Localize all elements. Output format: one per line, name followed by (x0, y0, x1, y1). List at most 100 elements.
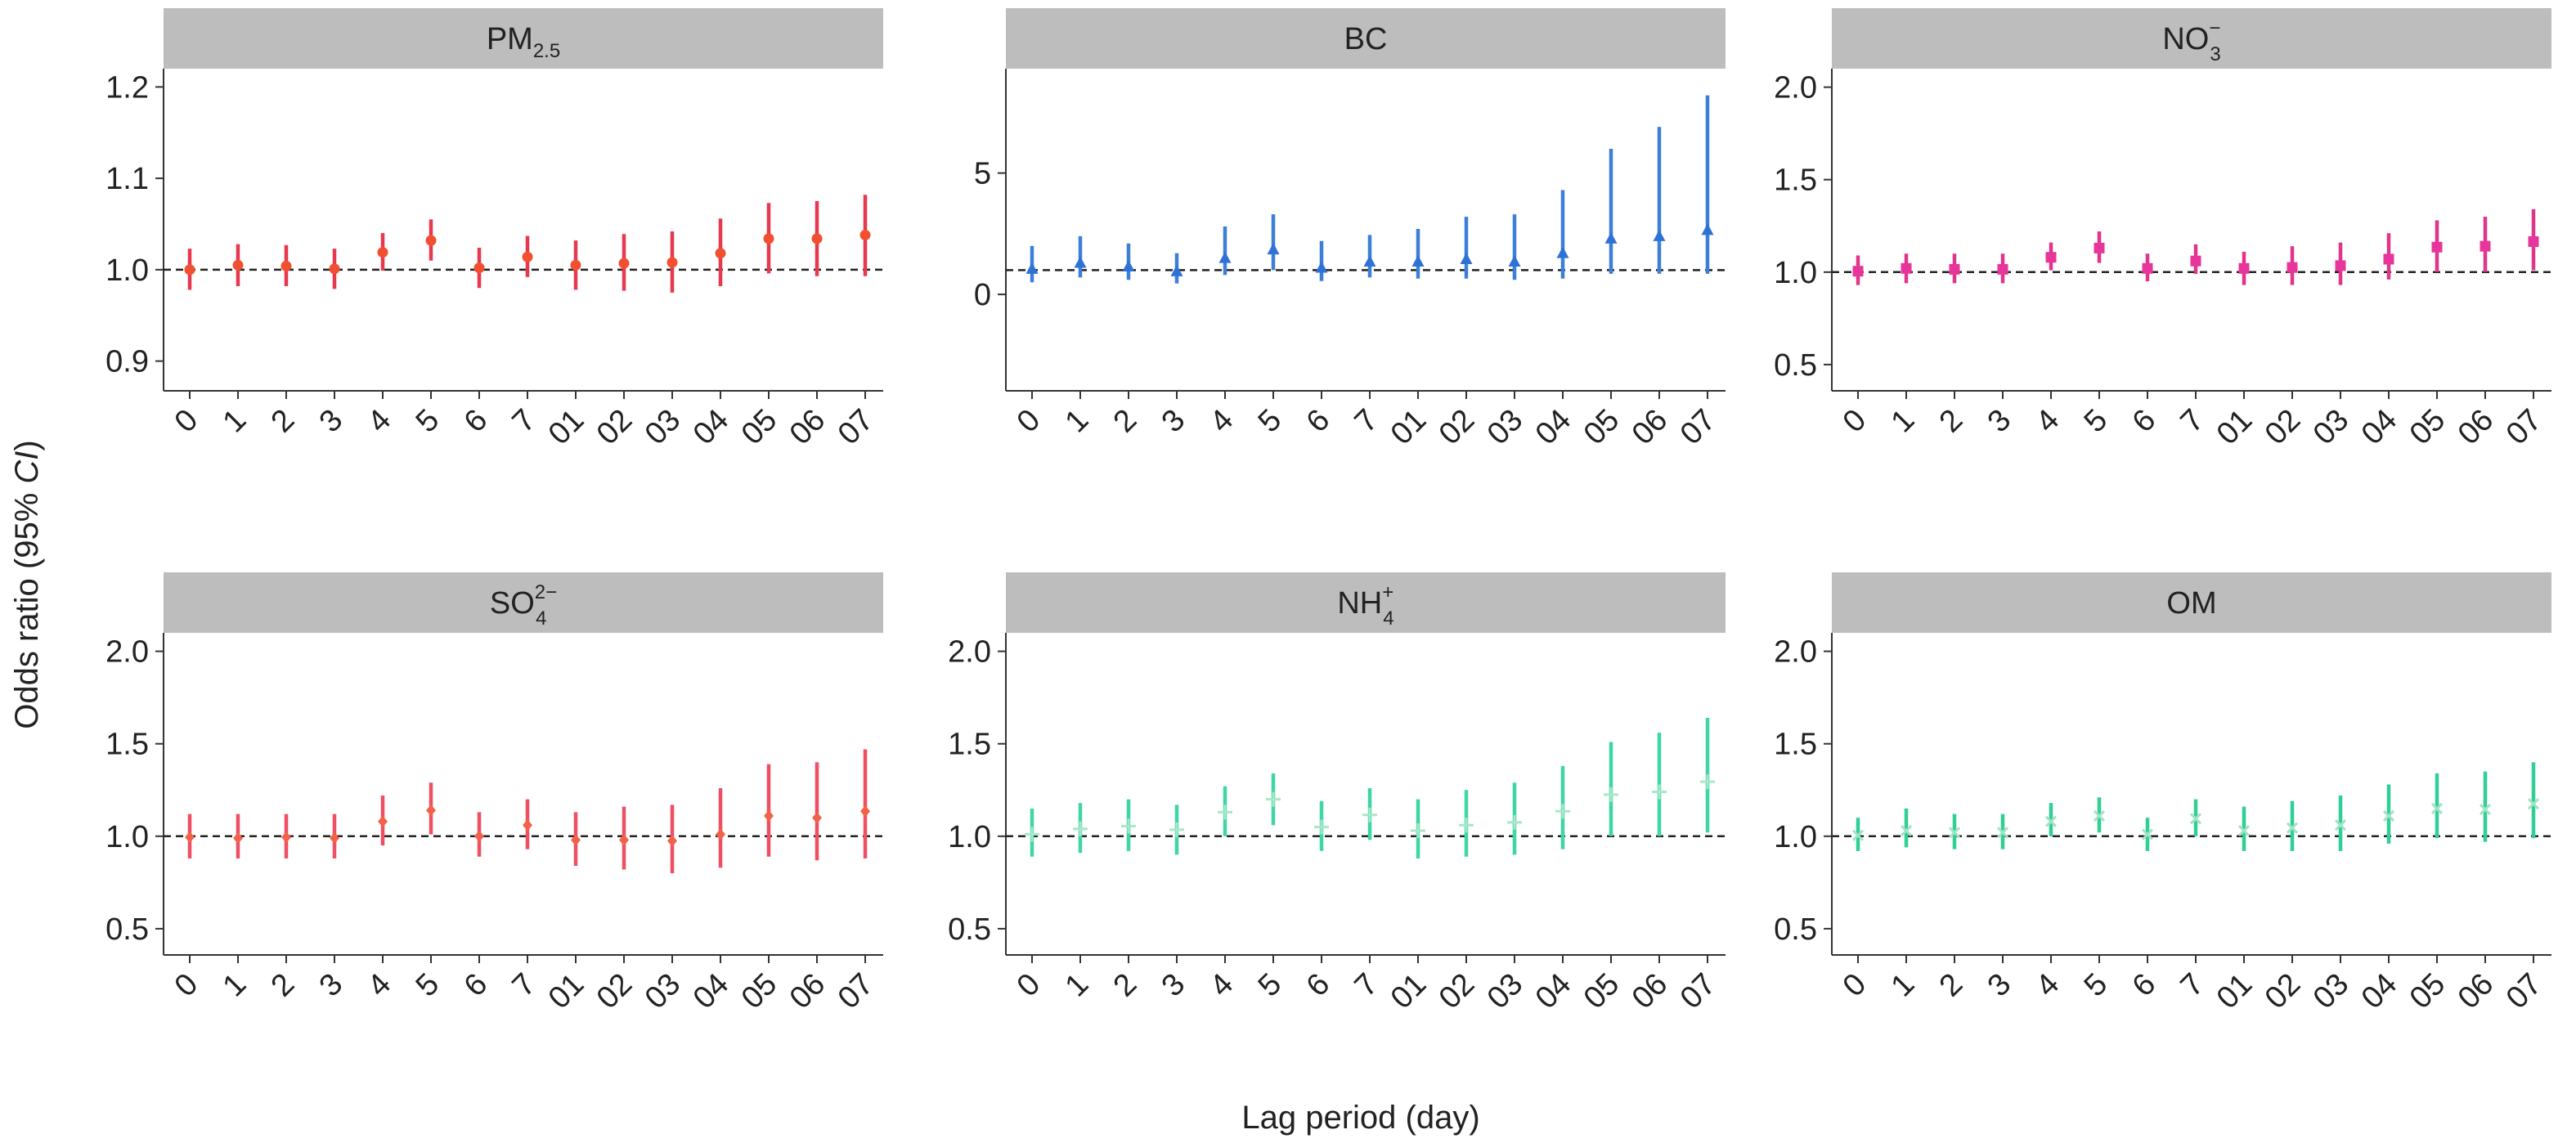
data-point (233, 832, 243, 845)
x-tick-label: 6 (458, 967, 495, 1004)
data-point (522, 251, 533, 262)
x-tick-label: 06 (1626, 403, 1675, 452)
x-tick-label: 01 (2210, 403, 2260, 452)
panel-strip (1832, 572, 2551, 633)
data-point (1652, 784, 1667, 800)
data-point (715, 248, 726, 259)
y-tick-label: 2.0 (105, 635, 149, 670)
y-tick-label: 1.0 (105, 253, 149, 288)
x-tick-label: 3 (1981, 403, 2018, 440)
x-tick-label: 03 (639, 967, 688, 1016)
x-tick-label: 1 (217, 403, 254, 440)
data-point (1700, 774, 1715, 790)
x-tick-label: 01 (542, 403, 591, 452)
x-axis-title: Lag period (day) (1241, 1100, 1479, 1136)
x-tick-label: 03 (2307, 967, 2356, 1016)
x-tick-label: 0 (1837, 967, 1874, 1004)
x-tick-label: 07 (832, 967, 881, 1016)
x-tick-label: 03 (2307, 403, 2356, 452)
x-tick-label: 7 (1349, 403, 1385, 440)
data-point (716, 828, 725, 840)
x-tick-label: 2 (1107, 967, 1144, 1004)
data-point (184, 264, 195, 276)
data-point (2093, 809, 2106, 822)
x-tick-label: 02 (1433, 967, 1482, 1016)
data-point (619, 834, 629, 846)
x-tick-label: 4 (1204, 403, 1241, 440)
x-tick-label: 4 (1204, 967, 1241, 1004)
data-point (1555, 804, 1570, 819)
data-point (377, 247, 388, 258)
x-tick-label: 05 (2403, 967, 2453, 1016)
data-point (378, 815, 388, 827)
x-tick-label: 1 (1885, 967, 1922, 1004)
data-point (2190, 255, 2201, 267)
x-tick-label: 6 (2126, 403, 2163, 440)
data-point (2383, 253, 2394, 265)
x-tick-label: 6 (458, 403, 495, 440)
data-point (2237, 824, 2251, 837)
data-point (2044, 815, 2058, 827)
x-tick-label: 7 (1349, 967, 1385, 1004)
panel-1: PM2.50.91.01.11.20 1 2 3 4 5 6 7 01 02 03 04 05 06 07 (105, 8, 883, 451)
x-tick-label: 04 (2355, 403, 2404, 452)
data-point (523, 819, 532, 831)
x-tick-label: 02 (2259, 967, 2308, 1016)
x-tick-label: 1 (1885, 403, 1922, 440)
x-tick-label: 05 (735, 403, 784, 452)
x-tick-label: 7 (2174, 967, 2211, 1004)
x-tick-label: 6 (1300, 967, 1337, 1004)
data-point (1074, 256, 1087, 268)
data-point (763, 233, 774, 244)
data-point (1852, 266, 1864, 277)
data-point (1411, 255, 1425, 267)
x-tick-label: 2 (265, 967, 302, 1004)
y-tick-label: 1.1 (105, 162, 149, 196)
x-tick-label: 6 (1300, 403, 1337, 440)
x-tick-label: 3 (1156, 967, 1192, 1004)
x-tick-label: 5 (2078, 967, 2115, 1004)
x-tick-label: 1 (1059, 403, 1096, 440)
data-point (281, 831, 291, 843)
x-tick-label: 2 (1107, 403, 1144, 440)
data-point (859, 229, 871, 240)
x-tick-label: 01 (1384, 403, 1434, 452)
x-tick-label: 01 (1384, 967, 1434, 1016)
panel-4: SO2− 40.51.01.52.00 1 2 3 4 5 6 7 01 02 03 04 05 06 07 (105, 572, 883, 1015)
y-tick-label: 1.5 (1774, 728, 1817, 762)
x-tick-label: 2 (1933, 403, 1970, 440)
data-point (330, 832, 339, 845)
x-tick-label: 01 (2210, 967, 2260, 1016)
x-tick-label: 03 (639, 403, 688, 452)
data-point (1901, 262, 1912, 274)
x-tick-label: 01 (542, 967, 591, 1016)
data-point (426, 805, 436, 817)
panel-strip (164, 8, 883, 69)
data-point (2430, 802, 2444, 814)
x-tick-label: 1 (217, 967, 254, 1004)
x-tick-label: 2 (1933, 967, 1970, 1004)
data-point (1604, 231, 1618, 244)
x-tick-label: 5 (410, 403, 447, 440)
x-tick-label: 0 (1011, 403, 1048, 440)
x-tick-label: 5 (2078, 403, 2115, 440)
data-point (667, 835, 677, 847)
data-point (1508, 255, 1521, 267)
y-tick-label: 0 (974, 278, 991, 312)
y-tick-label: 5 (974, 157, 991, 191)
data-point (1604, 787, 1618, 802)
data-point (1949, 263, 1960, 275)
x-tick-label: 07 (1674, 967, 1723, 1016)
data-point (425, 235, 437, 246)
x-tick-label: 0 (1837, 403, 1874, 440)
data-point (811, 233, 823, 244)
x-tick-label: 04 (1529, 967, 1578, 1016)
data-point (1025, 827, 1039, 842)
panel-strip-label: NO− 3 (2162, 17, 2220, 65)
y-tick-label: 0.5 (105, 912, 149, 947)
panel-5: NH+ 40.51.01.52.00 1 2 3 4 5 6 7 01 02 03 04 05 06 07 (948, 572, 1726, 1015)
x-tick-label: 02 (2259, 403, 2308, 452)
y-tick-label: 1.0 (948, 820, 991, 854)
